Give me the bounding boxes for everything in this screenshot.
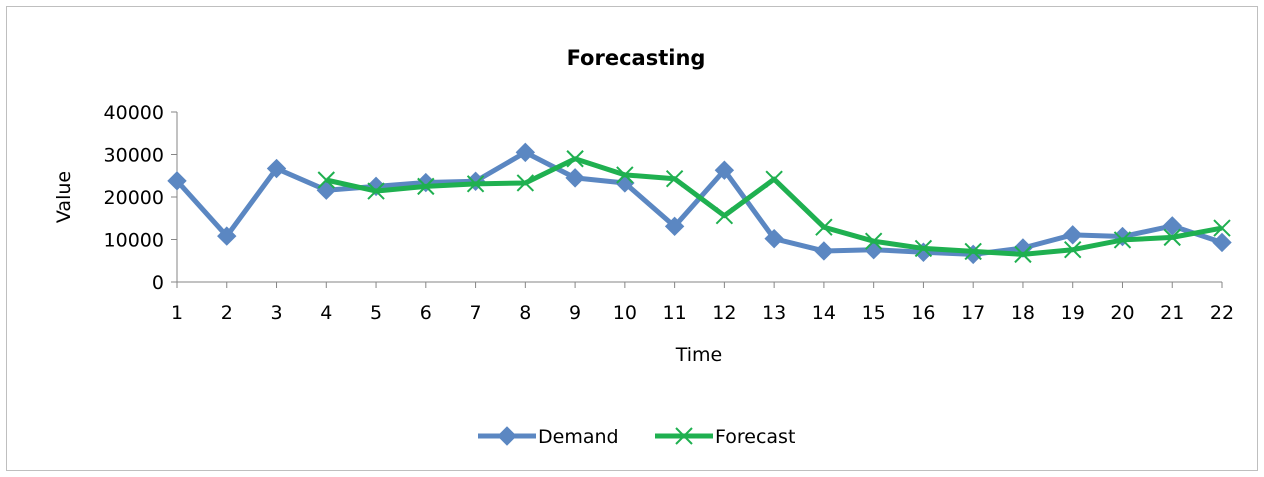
x-tick-label: 15 [862, 302, 886, 324]
y-axis-title: Value [53, 171, 75, 223]
y-tick-label: 30000 [104, 145, 164, 167]
x-tick-label: 17 [961, 302, 985, 324]
data-point-demand [963, 244, 983, 265]
data-point-forecast [1064, 240, 1082, 259]
x-tick-label: 1 [171, 302, 183, 324]
y-tick-label: 20000 [104, 187, 164, 209]
x-tick-label: 6 [420, 302, 432, 324]
data-point-demand [167, 171, 187, 191]
y-tick-label: 10000 [104, 230, 164, 252]
data-point-demand [664, 216, 685, 237]
data-point-demand [1063, 225, 1083, 245]
x-axis-ticks: 1 2 3 4 5 6 7 8 9 10 11 12 13 14 15 16 17 18 19 20 21 22 [171, 282, 1234, 324]
data-point-forecast [1163, 228, 1181, 247]
x-tick-label: 12 [712, 302, 736, 324]
data-point-forecast [864, 232, 883, 250]
data-point-forecast [1113, 231, 1132, 249]
x-tick-label: 22 [1210, 302, 1234, 324]
legend: Demand Forecast [478, 426, 795, 448]
data-point-demand [565, 168, 585, 188]
x-tick-label: 16 [911, 302, 935, 324]
series-forecast [317, 150, 1231, 264]
data-point-forecast [665, 170, 684, 188]
x-axis-title: Time [675, 344, 723, 366]
data-point-demand [764, 228, 784, 249]
data-point-demand [515, 142, 536, 163]
data-point-forecast [516, 174, 535, 192]
data-point-forecast [1213, 219, 1231, 237]
x-tick-label: 4 [320, 302, 332, 324]
data-point-demand [714, 160, 735, 180]
data-point-forecast [1014, 245, 1032, 264]
data-point-demand [266, 158, 287, 179]
x-tick-label: 7 [470, 302, 482, 324]
data-point-forecast [466, 175, 485, 193]
chart-title: Forecasting [567, 46, 706, 70]
data-point-forecast [417, 177, 435, 196]
series-line-demand [175, 149, 1223, 257]
x-tick-label: 14 [812, 302, 836, 324]
data-point-demand [1212, 232, 1232, 253]
x-tick-label: 21 [1160, 302, 1184, 324]
data-point-forecast [964, 242, 982, 261]
data-point-demand [814, 241, 834, 261]
x-tick-label: 11 [663, 302, 687, 324]
x-tick-label: 20 [1110, 302, 1134, 324]
legend-forecast-marker [675, 427, 693, 445]
data-point-forecast [367, 182, 385, 200]
x-tick-label: 9 [569, 302, 581, 324]
x-tick-label: 13 [762, 302, 786, 324]
x-tick-label: 5 [370, 302, 382, 324]
data-point-forecast [616, 166, 634, 184]
legend-demand-label: Demand [538, 426, 619, 448]
data-point-forecast [715, 206, 734, 225]
data-point-forecast [914, 239, 933, 258]
x-tick-label: 10 [613, 302, 637, 324]
legend-demand-marker [497, 426, 517, 446]
y-axis-ticks: 0 10000 20000 30000 40000 [104, 102, 177, 294]
data-point-forecast [765, 170, 783, 188]
x-tick-label: 8 [519, 302, 531, 324]
data-point-forecast [815, 218, 833, 236]
x-tick-label: 3 [270, 302, 282, 324]
y-tick-label: 40000 [104, 102, 164, 124]
x-tick-label: 18 [1011, 302, 1035, 324]
data-point-demand [217, 226, 237, 246]
data-point-forecast [566, 150, 584, 168]
series-demand [167, 142, 1232, 265]
data-point-forecast [317, 171, 335, 189]
x-tick-label: 19 [1061, 302, 1085, 324]
y-tick-label: 0 [152, 272, 164, 294]
legend-forecast-label: Forecast [715, 426, 795, 448]
x-tick-label: 2 [221, 302, 233, 324]
series-layer [167, 142, 1232, 265]
